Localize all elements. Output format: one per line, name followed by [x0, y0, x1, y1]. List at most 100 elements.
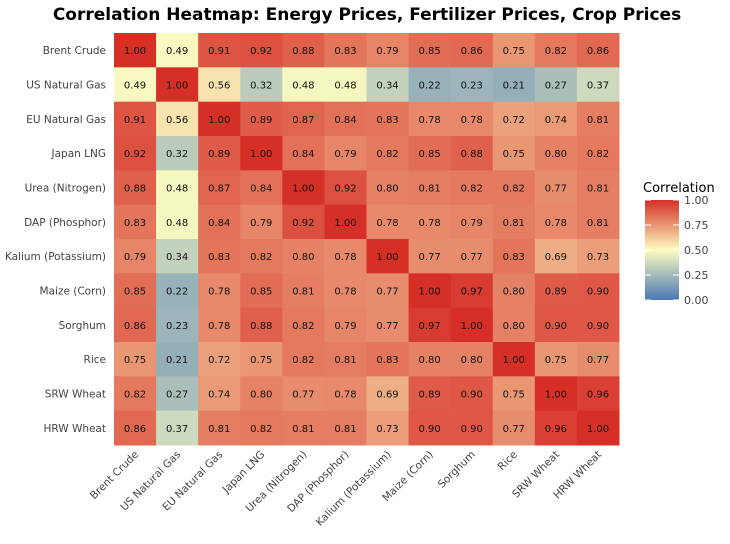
cell-value-label: 0.32 [250, 81, 272, 92]
cell-value-label: 0.88 [292, 46, 314, 57]
cell-value-label: 0.82 [250, 424, 272, 435]
cell-value-label: 0.80 [503, 321, 525, 332]
legend-tick-label: 0.25 [684, 269, 709, 282]
cell-value-label: 0.74 [208, 390, 230, 401]
cell-value-label: 0.81 [292, 287, 314, 298]
heatmap-cell [408, 136, 452, 171]
heatmap-cell [576, 342, 620, 377]
cell-value-label: 0.74 [545, 115, 567, 126]
cell-value-label: 0.85 [418, 46, 440, 57]
cell-value-label: 0.80 [292, 252, 314, 263]
cell-value-label: 0.92 [124, 149, 146, 160]
cell-value-label: 0.56 [208, 81, 230, 92]
heatmap-cell [576, 204, 620, 240]
heatmap-cell [450, 136, 494, 171]
cell-value-label: 0.75 [503, 390, 525, 401]
heatmap-cell [492, 342, 536, 377]
cell-value-label: 1.00 [418, 287, 440, 298]
heatmap-cell [282, 136, 325, 171]
heatmap-cell [282, 342, 325, 377]
cell-value-label: 0.90 [461, 424, 483, 435]
heatmap-cell [240, 170, 283, 206]
cell-value-label: 0.81 [292, 424, 314, 435]
cell-value-label: 0.97 [461, 287, 483, 298]
legend-tick-label: 0.75 [684, 219, 709, 232]
cell-value-label: 0.78 [208, 287, 230, 298]
heatmap-cell [156, 67, 199, 103]
heatmap-cell [492, 239, 536, 274]
heatmap-cell [114, 33, 157, 68]
heatmap-cell [492, 273, 536, 309]
heatmap-cell [534, 33, 578, 68]
heatmap-cell [576, 136, 620, 171]
cell-value-label: 0.79 [250, 218, 272, 229]
heatmap-cell [492, 204, 536, 240]
cell-value-label: 0.48 [334, 81, 356, 92]
heatmap-cell [408, 239, 452, 274]
cell-value-label: 0.77 [376, 287, 398, 298]
cell-value-label: 0.85 [418, 149, 440, 160]
cell-value-label: 0.89 [208, 149, 230, 160]
heatmap-cell [408, 410, 452, 446]
legend-title: Correlation [643, 181, 715, 196]
heatmap-cell [450, 307, 494, 343]
y-tick-label: Urea (Nitrogen) [25, 183, 106, 195]
cell-value-label: 0.90 [545, 321, 567, 332]
cell-value-label: 0.75 [545, 355, 567, 366]
cell-value-label: 0.90 [461, 390, 483, 401]
heatmap-cell [198, 273, 241, 309]
cell-value-label: 0.90 [587, 287, 609, 298]
heatmap-cell [282, 170, 325, 206]
heatmap-cell [114, 273, 157, 309]
cell-value-label: 0.89 [418, 390, 440, 401]
heatmap-cell [282, 307, 325, 343]
heatmap-cell [408, 376, 452, 412]
cell-value-label: 0.82 [292, 321, 314, 332]
heatmap-cell [156, 101, 199, 137]
heatmap-cell [534, 273, 578, 309]
heatmap-cell [240, 239, 283, 274]
cell-value-label: 0.83 [503, 252, 525, 263]
cell-value-label: 0.27 [166, 390, 188, 401]
legend-tick-label: 1.00 [684, 194, 709, 207]
heatmap-cell [240, 204, 283, 240]
heatmap-cell [576, 33, 620, 68]
heatmap-cell [324, 33, 367, 68]
cell-value-label: 0.83 [376, 115, 398, 126]
heatmap-cell [450, 239, 494, 274]
cell-value-label: 0.78 [376, 218, 398, 229]
cell-value-label: 1.00 [124, 46, 146, 57]
cell-value-label: 0.81 [334, 355, 356, 366]
heatmap-cell [492, 67, 536, 103]
heatmap-cell [408, 170, 452, 206]
y-tick-label: Japan LNG [51, 148, 106, 160]
heatmap-cell [534, 136, 578, 171]
cell-value-label: 0.83 [208, 252, 230, 263]
heatmap-cell [198, 410, 241, 446]
y-tick-label: HRW Wheat [43, 423, 106, 435]
heatmap-cell [576, 376, 620, 412]
cell-value-label: 0.75 [250, 355, 272, 366]
cell-value-label: 0.87 [292, 115, 314, 126]
heatmap-cell [534, 239, 578, 274]
cell-value-label: 0.81 [587, 115, 609, 126]
heatmap-cell [282, 101, 325, 137]
heatmap-cell [156, 170, 199, 206]
heatmap-cell [408, 204, 452, 240]
cell-value-label: 0.23 [166, 321, 188, 332]
cell-value-label: 0.21 [166, 355, 188, 366]
cell-value-label: 0.77 [461, 252, 483, 263]
heatmap-cell [450, 170, 494, 206]
y-tick-label: Brent Crude [43, 45, 106, 57]
cell-value-label: 0.77 [376, 321, 398, 332]
heatmap-cell [198, 239, 241, 274]
cell-value-label: 0.23 [461, 81, 483, 92]
heatmap-cell [240, 342, 283, 377]
heatmap-cell [366, 204, 410, 240]
heatmap-cell [282, 67, 325, 103]
cell-value-label: 1.00 [250, 149, 272, 160]
heatmap-cell [156, 307, 199, 343]
cell-value-label: 0.78 [334, 252, 356, 263]
